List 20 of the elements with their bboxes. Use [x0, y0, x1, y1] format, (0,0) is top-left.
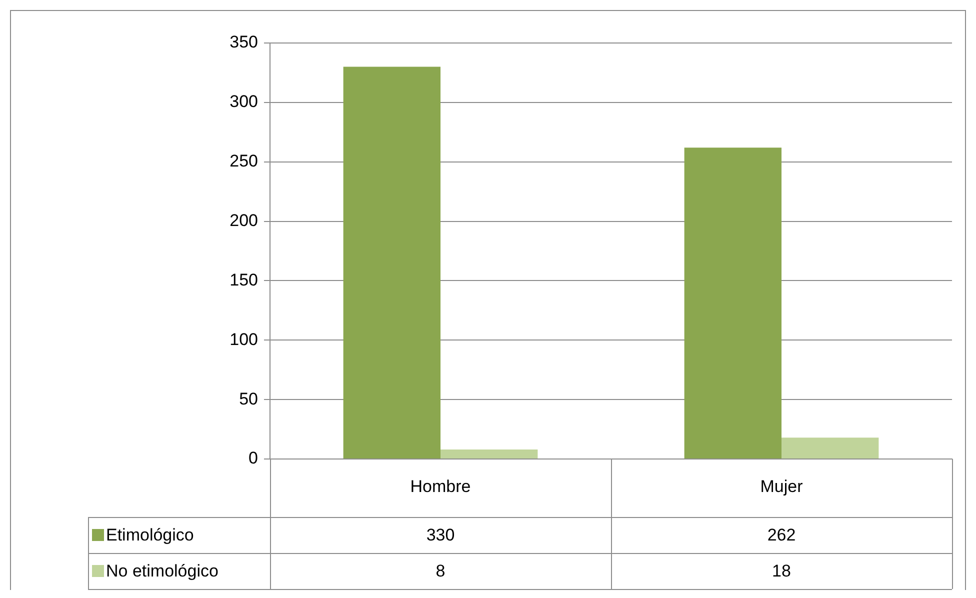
y-tick-label: 350	[230, 32, 258, 52]
y-tick-label: 300	[230, 92, 258, 112]
data-label: 262	[767, 526, 796, 545]
bar	[343, 66, 440, 458]
bar	[684, 148, 782, 458]
bar	[782, 438, 879, 458]
y-tick-label: 200	[230, 210, 258, 230]
y-tick-label: 250	[230, 152, 258, 171]
data-label: 8	[436, 562, 446, 581]
x-tick-label: Hombre	[410, 476, 471, 496]
y-tick-label: 50	[239, 389, 258, 408]
data-label: 330	[426, 526, 455, 545]
y-tick-label: 0	[248, 448, 258, 468]
legend-label: Etimológico	[106, 526, 194, 545]
legend-label: No etimológico	[106, 562, 218, 581]
data-label: 18	[772, 562, 791, 581]
x-tick-label: Mujer	[760, 476, 804, 496]
bar	[440, 449, 538, 458]
y-tick-label: 150	[230, 270, 258, 290]
y-tick-label: 100	[230, 330, 258, 349]
